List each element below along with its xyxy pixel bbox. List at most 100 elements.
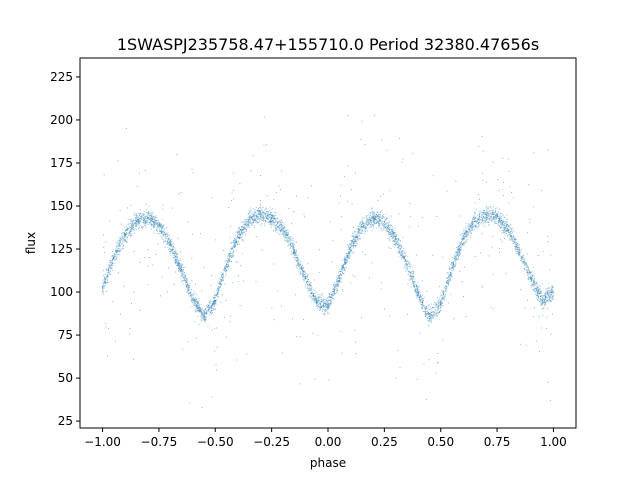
scatter-point [160, 230, 163, 232]
scatter-point [292, 256, 294, 258]
scatter-point [421, 305, 423, 307]
scatter-point [510, 236, 512, 238]
scatter-point [396, 242, 398, 244]
scatter-point [231, 248, 233, 250]
scatter-point [333, 285, 335, 287]
scatter-point [246, 218, 249, 220]
scatter-point [528, 273, 530, 275]
scatter-point [528, 270, 530, 272]
scatter-point [465, 223, 467, 225]
scatter-point [517, 249, 519, 251]
scatter-point [187, 289, 189, 291]
scatter-point [333, 290, 335, 292]
scatter-point [334, 284, 336, 286]
scatter-point [457, 258, 459, 261]
scatter-point [127, 232, 129, 234]
scatter-point [401, 257, 403, 259]
scatter-point [361, 218, 363, 221]
scatter-point [511, 228, 513, 230]
scatter-point [139, 218, 141, 221]
scatter-point [280, 228, 282, 230]
scatter-point [504, 230, 506, 233]
scatter-point [307, 279, 309, 281]
scatter-point [373, 221, 375, 223]
scatter-point [430, 316, 432, 318]
scatter-point [498, 218, 500, 220]
scatter-point [322, 300, 324, 302]
scatter-point [138, 221, 140, 223]
scatter-point [437, 311, 439, 313]
scatter-point [397, 248, 399, 250]
scatter-point [132, 221, 134, 223]
scatter-point [449, 271, 451, 273]
scatter-point [524, 260, 526, 262]
scatter-point [447, 273, 450, 275]
scatter-point [118, 245, 120, 247]
scatter-point [488, 222, 490, 224]
scatter-point [124, 233, 126, 235]
scatter-point [442, 292, 445, 294]
scatter-point [206, 309, 208, 312]
scatter-point [330, 293, 332, 295]
scatter-point [470, 223, 472, 225]
scatter-point [455, 264, 457, 266]
scatter-point [353, 236, 355, 238]
scatter-point [161, 219, 163, 221]
scatter-point [175, 261, 177, 264]
scatter-point [226, 259, 228, 261]
scatter-point [366, 224, 368, 226]
scatter-point [259, 207, 261, 209]
scatter-point [264, 212, 266, 214]
scatter-point [284, 236, 286, 239]
scatter-point [539, 304, 541, 306]
scatter-point [260, 206, 262, 208]
scatter-point [245, 223, 247, 225]
scatter-point [287, 243, 290, 245]
scatter-point [309, 288, 311, 290]
scatter-point [283, 233, 285, 235]
scatter-point [232, 247, 234, 249]
scatter-point [104, 278, 106, 280]
scatter-point [468, 223, 470, 225]
scatter-point [228, 253, 230, 255]
scatter-point [325, 300, 327, 303]
scatter-point [508, 226, 510, 228]
scatter-point [530, 278, 532, 281]
scatter-point [259, 218, 261, 220]
scatter-point [234, 245, 236, 247]
scatter-point [342, 264, 344, 266]
scatter-point [258, 206, 260, 208]
scatter-point [255, 211, 257, 213]
scatter-point [449, 266, 451, 268]
scatter-point [318, 309, 320, 311]
scatter-point [473, 229, 475, 231]
scatter-point [439, 311, 441, 313]
scatter-point [162, 231, 164, 233]
scatter-point [198, 305, 200, 307]
scatter-point [164, 227, 166, 229]
scatter-point [211, 303, 214, 305]
scatter-point [221, 274, 223, 276]
scatter-point [509, 227, 511, 229]
scatter-point [117, 243, 119, 245]
scatter-point [281, 226, 283, 228]
scatter-point [315, 299, 317, 301]
scatter-point [308, 289, 310, 291]
scatter-point [497, 214, 499, 216]
scatter-point [492, 212, 494, 215]
scatter-point [277, 222, 279, 224]
scatter-point [460, 240, 463, 243]
scatter-point [378, 222, 380, 224]
scatter-point [155, 223, 157, 225]
scatter-point [231, 261, 233, 263]
scatter-point [112, 258, 114, 260]
scatter-point [151, 228, 153, 230]
scatter-point [216, 293, 218, 295]
scatter-point [429, 306, 431, 308]
scatter-point [309, 283, 311, 285]
scatter-point [281, 220, 283, 222]
scatter-point [269, 223, 271, 225]
scatter-point [258, 212, 260, 214]
scatter-point [154, 218, 156, 220]
scatter-point [184, 275, 186, 277]
